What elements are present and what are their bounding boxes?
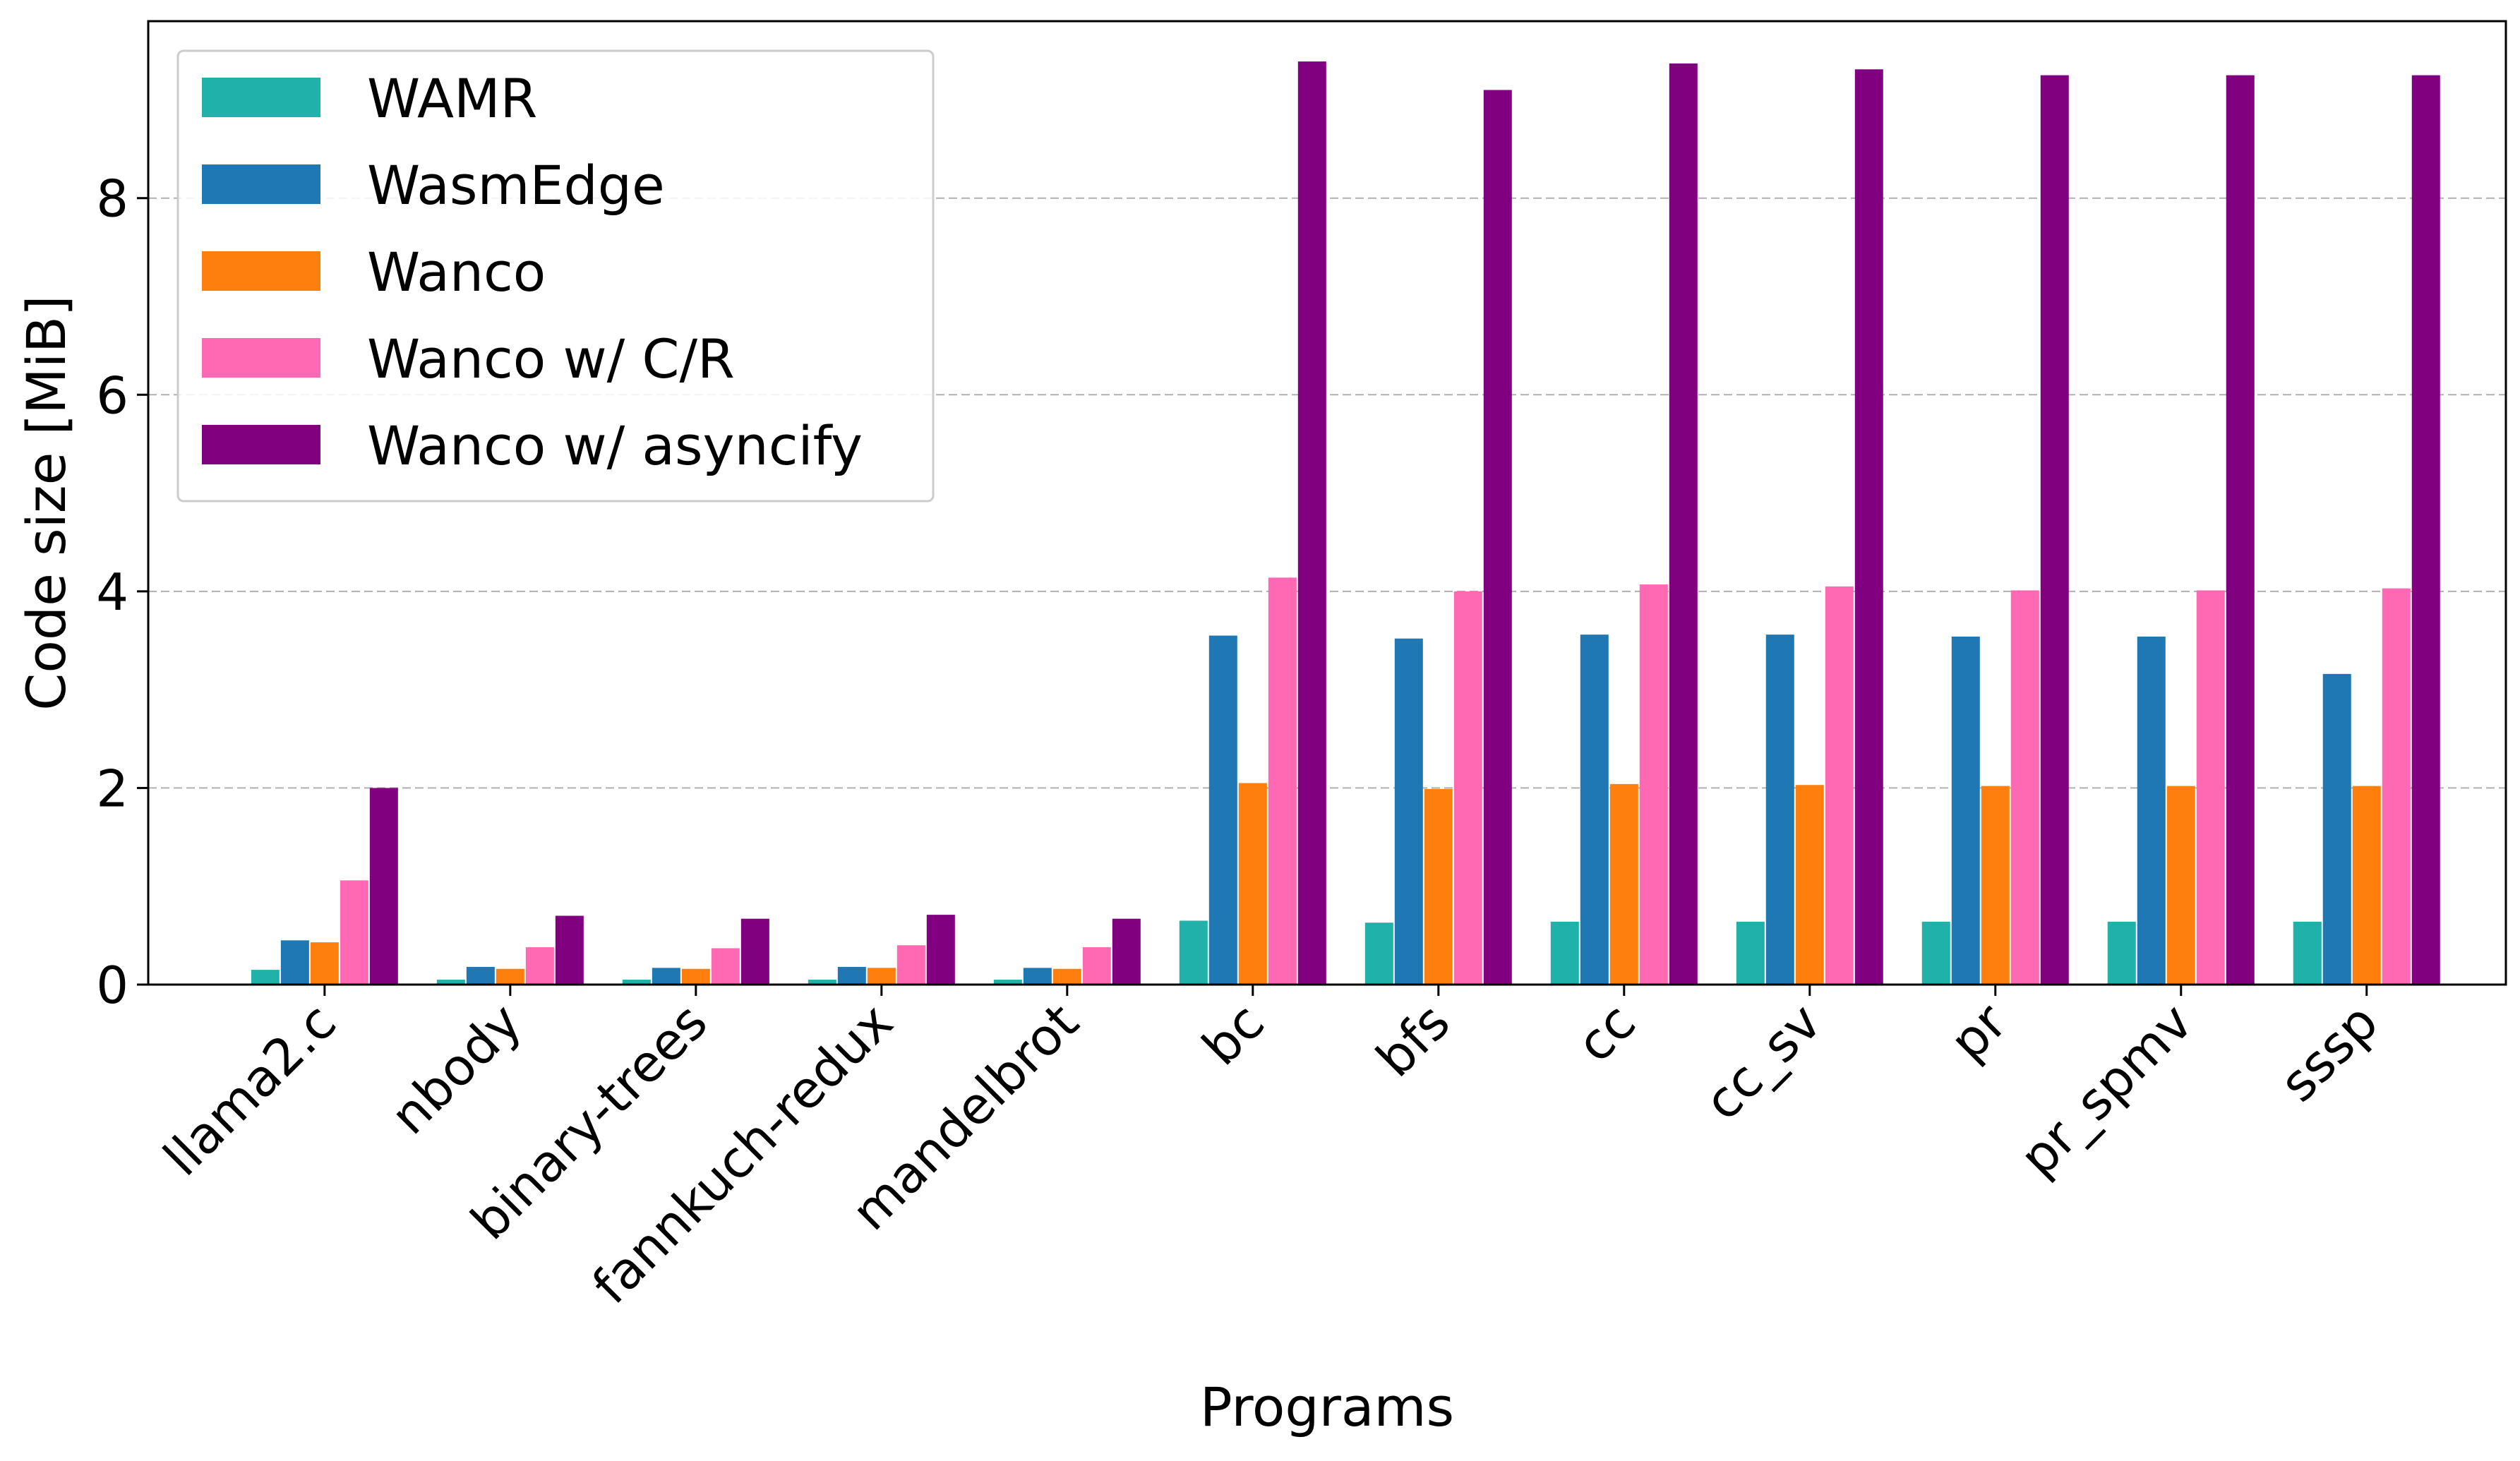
- legend-swatch: [202, 425, 320, 464]
- legend-label: WasmEdge: [367, 154, 665, 217]
- bar-wanco-w-asyncify-fannkuch-redux: [926, 915, 955, 985]
- bar-wasmedge-cc-sv: [1765, 635, 1794, 985]
- x-tick-label: cc_sv: [1693, 992, 1832, 1131]
- bar-wamr-bfs: [1364, 922, 1393, 985]
- legend-label: WAMR: [367, 67, 537, 130]
- plot-frame: [147, 20, 2507, 986]
- y-tick-label: 2: [96, 759, 128, 818]
- bar-wanco-w-c-r-cc-sv: [1825, 586, 1854, 985]
- x-tick-label: pr_spmv: [2008, 992, 2204, 1188]
- bar-wanco-pr: [1981, 786, 2010, 985]
- x-axis-title: Programs: [1200, 1376, 1454, 1438]
- bar-wasmedge-mandelbrot: [1023, 968, 1052, 985]
- bar-wamr-llama2-c: [251, 970, 280, 985]
- bar-wamr-pr: [1921, 921, 1950, 985]
- bar-wanco-w-c-r-llama2-c: [340, 880, 368, 985]
- bar-wanco-w-asyncify-nbody: [555, 915, 584, 985]
- bar-wanco-w-c-r-sssp: [2382, 588, 2411, 985]
- bar-wanco-w-c-r-fannkuch-redux: [896, 945, 925, 985]
- bar-wanco-w-asyncify-bc: [1297, 61, 1326, 985]
- bar-wanco-w-c-r-binary-trees: [711, 948, 740, 985]
- bar-wamr-pr-spmv: [2107, 921, 2136, 985]
- bar-wamr-binary-trees: [622, 980, 651, 985]
- x-tick-label: nbody: [379, 992, 533, 1146]
- bar-wanco-w-asyncify-bfs: [1483, 90, 1512, 985]
- bar-wanco-binary-trees: [681, 968, 710, 985]
- gridlines: [148, 197, 2506, 789]
- bar-wanco-w-c-r-cc: [1639, 584, 1668, 985]
- bar-wasmedge-nbody: [466, 966, 495, 985]
- legend-label: Wanco w/ C/R: [367, 327, 735, 390]
- y-axis: 0 2 4 6 8: [96, 169, 148, 1015]
- bar-wanco-w-asyncify-pr: [2040, 75, 2069, 985]
- bar-wanco-bfs: [1424, 788, 1453, 985]
- bar-wamr-nbody: [436, 980, 465, 985]
- bar-wasmedge-bfs: [1394, 638, 1423, 985]
- legend-swatch: [202, 78, 320, 117]
- x-tick-label: bc: [1191, 992, 1276, 1077]
- y-tick-label: 6: [96, 366, 128, 425]
- bar-wamr-fannkuch-redux: [808, 980, 836, 985]
- bar-wasmedge-pr: [1951, 636, 1980, 985]
- bars: [251, 61, 2440, 985]
- legend-swatch: [202, 251, 320, 291]
- x-tick-label: pr: [1938, 992, 2018, 1071]
- y-tick-label: 0: [96, 956, 128, 1015]
- bar-wasmedge-cc: [1580, 635, 1609, 985]
- bar-wanco-fannkuch-redux: [867, 968, 896, 985]
- bar-wanco-w-asyncify-binary-trees: [740, 918, 769, 985]
- bar-wamr-cc: [1550, 921, 1579, 985]
- legend-label: Wanco w/ asyncify: [367, 414, 863, 477]
- bar-wanco-w-asyncify-pr-spmv: [2226, 75, 2255, 985]
- bar-wanco-cc-sv: [1795, 785, 1824, 985]
- bar-wamr-cc-sv: [1736, 921, 1765, 985]
- bar-wanco-nbody: [496, 968, 524, 985]
- bar-wasmedge-binary-trees: [652, 968, 680, 985]
- bar-wanco-w-c-r-pr: [2010, 590, 2039, 985]
- bar-wasmedge-fannkuch-redux: [837, 966, 866, 985]
- bar-wanco-llama2-c: [310, 942, 339, 985]
- bar-wamr-bc: [1179, 920, 1208, 985]
- bar-wamr-mandelbrot: [993, 980, 1022, 985]
- y-tick-label: 8: [96, 169, 128, 229]
- bar-wanco-w-c-r-nbody: [525, 947, 554, 985]
- bar-wanco-w-c-r-mandelbrot: [1082, 947, 1111, 985]
- y-tick-label: 4: [96, 563, 128, 622]
- bar-wanco-w-asyncify-llama2-c: [369, 788, 398, 985]
- bar-wanco-w-asyncify-cc-sv: [1854, 69, 1883, 985]
- legend-swatch: [202, 338, 320, 378]
- bar-wanco-mandelbrot: [1052, 968, 1081, 985]
- bar-wanco-sssp: [2352, 786, 2381, 985]
- bar-wanco-bc: [1238, 783, 1267, 985]
- bar-wanco-w-asyncify-cc: [1669, 63, 1698, 985]
- bar-wamr-sssp: [2293, 921, 2322, 985]
- bar-wasmedge-llama2-c: [280, 940, 309, 985]
- bar-wanco-w-c-r-pr-spmv: [2196, 590, 2225, 985]
- x-tick-label: llama2.c: [152, 992, 347, 1187]
- x-axis: llama2.c nbodybinary-treesfannkuch-reduxm…: [152, 985, 2389, 1315]
- x-tick-label: bfs: [1365, 992, 1461, 1088]
- bar-wanco-w-asyncify-sssp: [2411, 75, 2440, 985]
- legend-label: Wanco: [367, 241, 546, 303]
- bar-wasmedge-pr-spmv: [2137, 636, 2166, 985]
- bar-wanco-w-c-r-bc: [1268, 577, 1297, 985]
- bar-wanco-w-c-r-bfs: [1453, 591, 1482, 985]
- bar-wasmedge-bc: [1208, 635, 1237, 985]
- bar-wanco-w-asyncify-mandelbrot: [1112, 918, 1141, 985]
- legend-swatch: [202, 164, 320, 204]
- x-tick-label: sssp: [2268, 992, 2389, 1113]
- legend-frame: [176, 49, 935, 503]
- bar-wanco-cc: [1609, 783, 1638, 985]
- x-tick-label: cc: [1565, 992, 1646, 1074]
- bar-wasmedge-sssp: [2322, 673, 2351, 985]
- bar-wanco-pr-spmv: [2166, 786, 2195, 985]
- y-axis-title: Code size [MiB]: [15, 295, 78, 710]
- legend: WAMR WasmEdge Wanco Wanco w/ C/R Wanco w/ as…: [176, 49, 935, 503]
